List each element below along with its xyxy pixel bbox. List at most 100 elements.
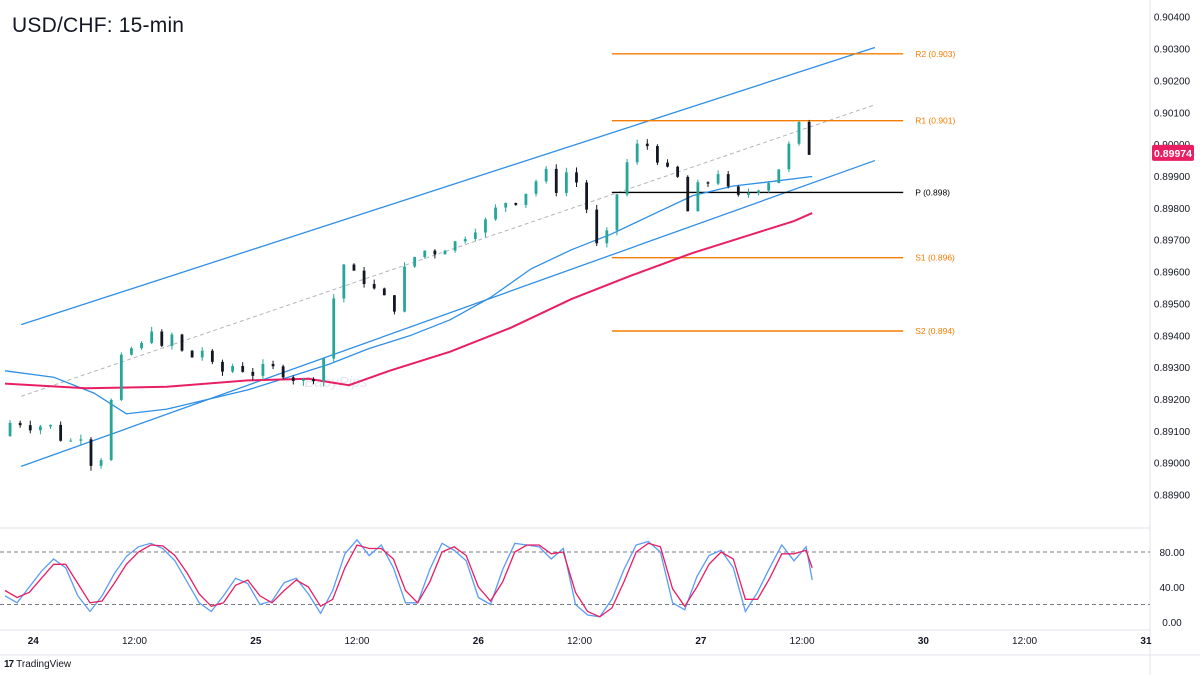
price-tick-label: 0.90100 [1154,108,1191,119]
candle-body [18,422,22,426]
price-tick-label: 0.89600 [1154,268,1191,279]
candle-body [706,182,710,184]
candle-body [403,266,406,312]
candle-body [190,350,194,358]
candle-body [585,182,589,210]
current-price-tag: 0.89974 [1152,144,1194,161]
moving-averages [4,175,813,415]
candle-body [544,168,548,182]
time-tick-label: 26 [473,636,485,647]
time-tick-label: 12:00 [790,636,815,647]
stoch-tick-label: 0.00 [1162,618,1182,629]
price-tick-label: 0.89000 [1154,459,1191,470]
candle-body [564,172,568,193]
candle-body [109,399,113,461]
candle-body [605,230,609,244]
candle-body [534,181,538,194]
candle-body [504,202,508,208]
candle-body [261,363,265,376]
candle-body [807,121,811,155]
candle-body [524,193,528,205]
candle-body [382,288,386,296]
candle-body [69,440,73,442]
candle-body [453,241,457,251]
candle-body [332,298,336,359]
price-tick-label: 0.88900 [1154,491,1191,502]
stoch-d-line [4,542,813,618]
time-tick-label: 12:00 [1012,636,1037,647]
candle-body [8,422,12,437]
candle-body [463,238,467,242]
candle-body [615,194,619,231]
candle-body [362,270,366,285]
candle-body [736,186,740,195]
candle-body [79,439,83,441]
candle-body [59,424,63,441]
candle-body [180,334,184,351]
stoch-k-line [4,538,813,618]
time-axis[interactable]: 24 12:00 25 12:00 26 12:00 27 12:00 30 12:00 31 [28,636,1152,647]
candle-body [352,264,356,271]
candle-body [271,363,275,367]
candle-body [767,183,771,191]
time-tick-label: 12:00 [122,636,147,647]
stochastic-oscillator [0,538,1150,618]
price-tick-label: 0.89300 [1154,363,1191,374]
time-tick-label: 12:00 [344,636,369,647]
candle-body [99,460,103,466]
candle-body [797,121,801,144]
price-tick-label: 0.89400 [1154,331,1191,342]
candle-body [514,202,518,205]
candle-body [686,176,690,212]
candle-body [443,250,447,255]
candle-body [372,284,376,289]
price-tick-label: 0.90400 [1154,13,1191,24]
candle-body [150,331,154,343]
candle-body [28,425,32,431]
pivot-label-3: S1 (0.896) [915,253,955,263]
channel-lower-line [20,159,876,468]
candle-body [676,166,680,177]
price-tag-box [1152,144,1194,161]
candle-body [221,361,224,372]
pivot-label-1: R1 (0.901) [915,116,955,126]
candle-body [210,350,214,362]
channel-middle-line [21,104,876,397]
candle-body [666,162,669,167]
candle-body [241,365,245,372]
candle-body [140,342,143,349]
candle-body [281,366,285,378]
candle-body [595,209,599,244]
candle-body [49,424,52,427]
price-axis[interactable]: 80.00 40.00 0.00 0.90400 0.90300 0.90200 0.901… [1154,13,1191,629]
candle-body [473,232,477,239]
stoch-tick-label: 80.00 [1159,548,1184,559]
candle-body [747,192,750,195]
price-tick-label: 0.90300 [1154,45,1191,56]
pivot-label-4: S2 (0.894) [915,326,955,336]
time-tick-label: 31 [1140,636,1152,647]
candle-body [291,377,295,381]
candle-body [413,256,417,267]
candle-body [484,219,487,233]
candle-body [89,439,93,466]
candle-body [656,146,659,163]
price-tick-label: 0.90200 [1154,76,1191,87]
candle-body [645,143,649,147]
candle-body [251,371,255,376]
candle-body [160,331,164,346]
tradingview-footer[interactable]: 17 TradingView [4,659,71,670]
candle-body [130,348,133,355]
candle-body [554,168,558,193]
price-tick-label: 0.89900 [1154,172,1191,183]
stoch-tick-label: 40.00 [1159,583,1184,594]
pivot-label-0: R2 (0.903) [915,49,955,59]
sma-slow-line [4,212,813,390]
candle-body [757,190,760,193]
tradingview-logo-icon: 17 [4,659,14,670]
pivot-label-2: P (0.898) [915,187,950,197]
chart-title: USD/CHF: 15-min [12,14,185,37]
candle-body [39,426,42,431]
candle-body [231,365,234,372]
